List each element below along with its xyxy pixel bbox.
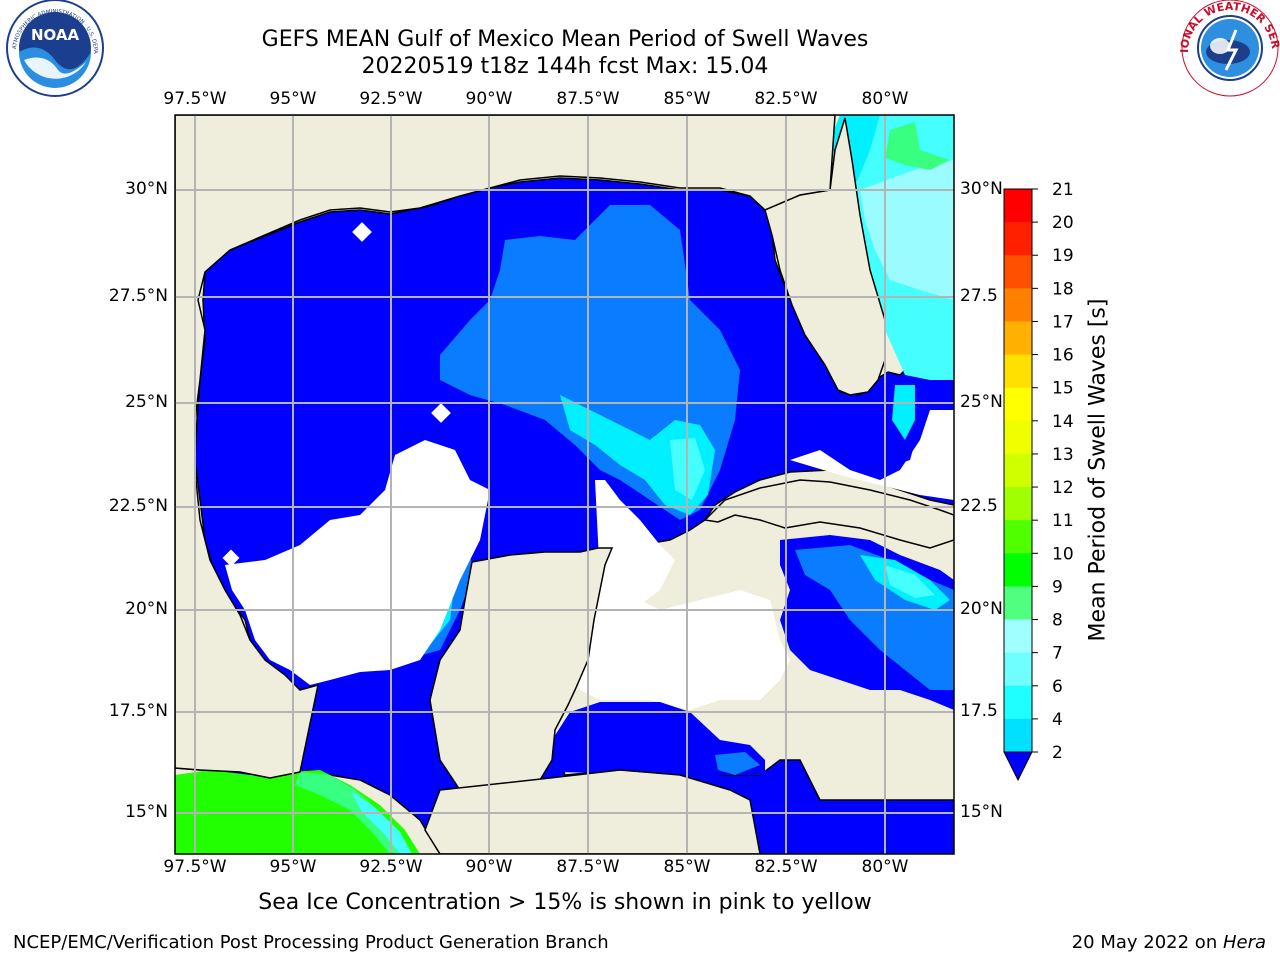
noaa-logo-icon: NOAA NATIONAL OCEANIC AND ATMOSPHERIC AD…: [0, 0, 104, 97]
lat-tick-right: 17.5: [960, 701, 998, 721]
pacific-level-10: [295, 772, 410, 854]
map-plot: [175, 115, 954, 854]
lon-tick-bottom: 80°W: [861, 857, 909, 877]
colorbar-tick-label: 4: [1052, 710, 1063, 730]
lon-tick-bottom: 90°W: [465, 857, 513, 877]
caribbean-level-8: [885, 565, 935, 598]
lat-tick-left: 30°N: [125, 179, 168, 199]
colorbar-label: Mean Period of Swell Waves [s]: [1085, 298, 1111, 642]
colorbar-segment: [1004, 718, 1032, 753]
colorbar-segment: [1004, 420, 1032, 455]
lat-tick-left: 27.5°N: [108, 286, 168, 306]
map-title: GEFS MEAN Gulf of Mexico Mean Period of …: [261, 27, 869, 52]
sea-ice-note: Sea Ice Concentration > 15% is shown in …: [258, 890, 872, 915]
lat-tick-right: 22.5: [960, 496, 998, 516]
colorbar-segment: [1004, 619, 1032, 654]
lon-tick-top: 82.5°W: [754, 89, 818, 109]
lon-tick-top: 80°W: [861, 89, 909, 109]
colorbar-segment: [1004, 453, 1032, 488]
colorbar-tick-label: 20: [1052, 213, 1074, 233]
colorbar-segment: [1004, 354, 1032, 389]
lon-tick-bottom: 95°W: [269, 857, 317, 877]
colorbar-segment: [1004, 553, 1032, 587]
colorbar-segment: [1004, 288, 1032, 322]
colorbar-segment: [1004, 255, 1032, 289]
colorbar-tick-label: 8: [1052, 611, 1063, 631]
svg-text:NATIONAL WEATHER SERVICE: NATIONAL WEATHER SERVICE: [0, 0, 1280, 53]
colorbar-tick-label: 6: [1052, 677, 1063, 697]
pacific-level-8: [350, 790, 412, 854]
colorbar: 21 20 19 18 17 16 15 14 13 12 11 10 9 8 7 6 4 2: [1003, 180, 1074, 782]
footer-date: 20 May 2022 on Hera: [1072, 932, 1266, 953]
nodata-east: [790, 410, 954, 500]
colorbar-segment: [1004, 685, 1032, 720]
lon-tick-bottom: 85°W: [663, 857, 711, 877]
lat-tick-left: 17.5°N: [108, 701, 168, 721]
map-subtitle: 20220519 t18z 144h fcst Max: 15.04: [361, 54, 769, 79]
lat-tick-left: 22.5°N: [108, 496, 168, 516]
lon-tick-top: 95°W: [269, 89, 317, 109]
colorbar-tick-label: 11: [1052, 511, 1074, 531]
lat-tick-right: 30°N: [960, 179, 1003, 199]
colorbar-tick-label: 13: [1052, 445, 1074, 465]
footer-credit: NCEP/EMC/Verification Post Processing Pr…: [13, 932, 609, 953]
lat-tick-right: 25°N: [960, 392, 1003, 412]
lon-tick-bottom: 97.5°W: [163, 857, 227, 877]
map-frame: [174, 114, 955, 855]
lon-tick-bottom: 87.5°W: [556, 857, 620, 877]
lon-tick-top: 90°W: [465, 89, 513, 109]
map-gridlines: [175, 115, 954, 854]
lon-tick-top: 85°W: [663, 89, 711, 109]
lat-tick-right: 15°N: [960, 802, 1003, 822]
colorbar-segment: [1004, 189, 1032, 223]
atlantic-level-9: [860, 160, 954, 300]
lat-tick-left: 25°N: [125, 392, 168, 412]
colorbar-tick-label: 19: [1052, 246, 1074, 266]
colorbar-tick-label: 12: [1052, 478, 1074, 498]
colorbar-segment: [1004, 586, 1032, 621]
colorbar-segment: [1004, 487, 1032, 521]
nws-ring-text: NATIONAL WEATHER SERVICE: [0, 0, 1280, 53]
lat-tick-left: 20°N: [125, 599, 168, 619]
colorbar-segment: [1004, 321, 1032, 356]
colorbar-tick-label: 21: [1052, 180, 1074, 200]
footer-date-text: 20 May 2022 on: [1071, 932, 1223, 953]
lon-tick-bottom: 92.5°W: [359, 857, 423, 877]
colorbar-tick-label: 10: [1052, 544, 1074, 564]
colorbar-tick-label: 15: [1052, 379, 1074, 399]
nws-logo-icon: NATIONAL WEATHER SERVICE: [0, 0, 1280, 97]
colorbar-extend-arrow: [1003, 751, 1033, 782]
lon-tick-top: 87.5°W: [556, 89, 620, 109]
footer-machine: Hera: [1222, 932, 1266, 953]
colorbar-tick-label: 14: [1052, 412, 1074, 432]
colorbar-segment: [1004, 520, 1032, 554]
colorbar-tick-label: 17: [1052, 312, 1074, 332]
lon-tick-top: 92.5°W: [359, 89, 423, 109]
colorbar-tick-label: 18: [1052, 279, 1074, 299]
colorbar-segment: [1004, 222, 1032, 256]
colorbar-tick-label: 7: [1052, 644, 1063, 664]
noaa-logo-text: NOAA: [31, 26, 80, 44]
colorbar-segment: [1004, 387, 1032, 422]
lat-tick-right: 27.5: [960, 286, 998, 306]
lon-tick-top: 97.5°W: [163, 89, 227, 109]
lat-tick-left: 15°N: [125, 802, 168, 822]
cuba-land: [703, 479, 954, 549]
florida-land: [748, 117, 886, 396]
nodata-west: [225, 440, 490, 685]
colorbar-tick-label: 9: [1052, 577, 1063, 597]
caribbean-south-patch: [552, 702, 765, 775]
atlantic-level-6-south: [892, 385, 915, 440]
nodata-caribbean: [575, 560, 790, 710]
atlantic-level-10: [885, 122, 950, 170]
colorbar-tick-label: 2: [1052, 743, 1063, 763]
colorbar-segment: [1004, 652, 1032, 687]
colorbar-tick-label: 16: [1052, 346, 1074, 366]
caribbean-south-level-4: [715, 752, 760, 775]
lat-tick-right: 20°N: [960, 599, 1003, 619]
lon-tick-bottom: 82.5°W: [754, 857, 818, 877]
